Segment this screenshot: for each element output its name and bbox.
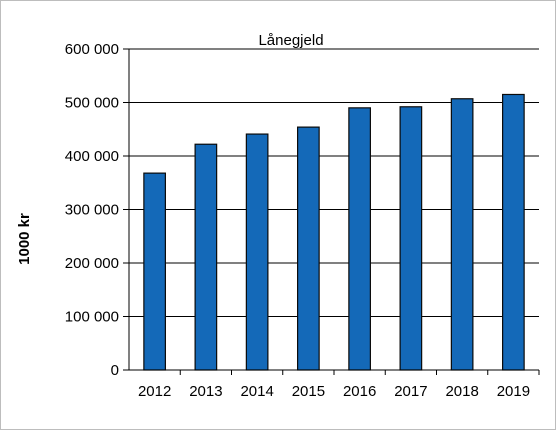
y-tick-label: 400 000 xyxy=(65,148,119,165)
bar xyxy=(450,98,474,371)
x-tick-label: 2018 xyxy=(445,383,478,400)
x-tick-labels: 2012 2013 2014 2015 2016 2017 2018 2019 xyxy=(138,383,530,400)
chart-title: Lånegjeld xyxy=(258,32,323,49)
bar xyxy=(399,106,423,371)
bars xyxy=(143,93,525,371)
bar xyxy=(348,107,371,371)
bar xyxy=(194,143,218,371)
y-tick-labels: 0 100 000 200 000 300 000 400 000 500 000 600 … xyxy=(65,41,119,379)
y-tick-label: 600 000 xyxy=(65,41,119,58)
x-tick-label: 2014 xyxy=(240,383,273,400)
x-tick-label: 2013 xyxy=(189,383,222,400)
gridlines xyxy=(129,48,539,317)
y-tick-label: 100 000 xyxy=(65,309,119,326)
x-tick-label: 2012 xyxy=(138,383,171,400)
bar xyxy=(245,133,269,371)
bar xyxy=(297,126,320,371)
axes xyxy=(123,48,540,375)
x-tick-label: 2016 xyxy=(343,383,376,400)
x-tick-label: 2015 xyxy=(292,383,325,400)
y-tick-label: 300 000 xyxy=(65,202,119,219)
y-tick-label: 200 000 xyxy=(65,255,119,272)
bar xyxy=(143,172,166,371)
bar xyxy=(502,93,525,371)
y-axis-label: 1000 kr xyxy=(16,213,33,265)
x-tick-label: 2017 xyxy=(394,383,427,400)
y-tick-label: 500 000 xyxy=(65,95,119,112)
x-tick-label: 2019 xyxy=(497,383,530,400)
y-tick-label: 0 xyxy=(111,362,119,379)
